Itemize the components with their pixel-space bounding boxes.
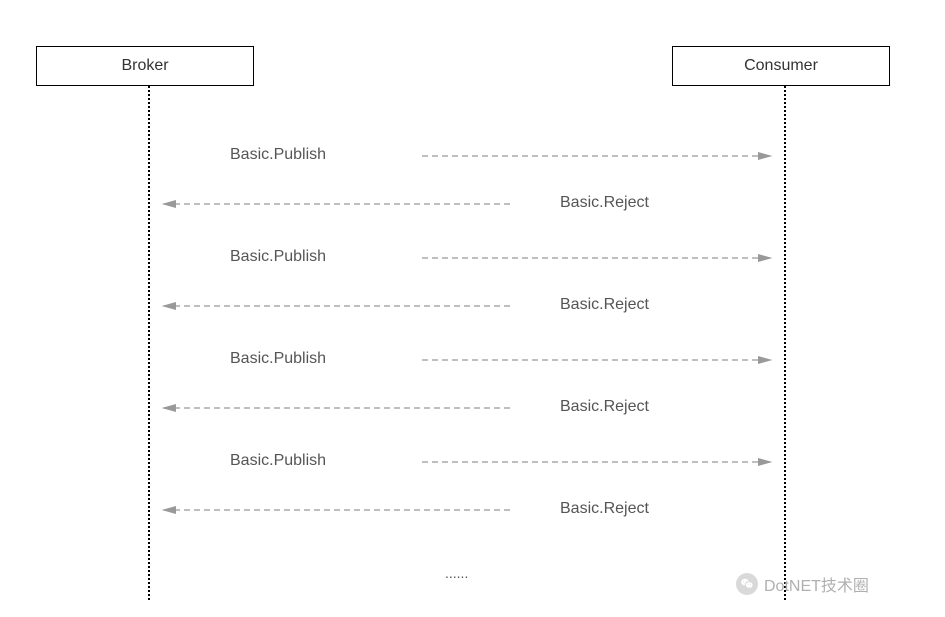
msg-reject-label: Basic.Reject [560, 194, 649, 212]
participant-consumer: Consumer [672, 46, 890, 86]
arrow-right-icon [410, 452, 782, 472]
arrow-right-icon [410, 248, 782, 268]
watermark: DotNET技术圈 [736, 572, 869, 596]
msg-reject-label: Basic.Reject [560, 398, 649, 416]
participant-consumer-label: Consumer [744, 57, 818, 75]
wechat-icon-svg [740, 577, 754, 591]
participant-broker: Broker [36, 46, 254, 86]
arrow-left-icon [152, 500, 522, 520]
arrow-right-icon [410, 350, 782, 370]
msg-reject-label: Basic.Reject [560, 296, 649, 314]
msg-reject-label: Basic.Reject [560, 500, 649, 518]
participant-broker-label: Broker [121, 57, 168, 75]
ellipsis-label: ...... [445, 565, 468, 581]
msg-publish-label: Basic.Publish [230, 452, 326, 470]
wechat-icon [736, 573, 758, 595]
ellipsis-text: ...... [445, 565, 468, 581]
arrow-left-icon [152, 194, 522, 214]
arrow-left-icon [152, 398, 522, 418]
msg-publish-label: Basic.Publish [230, 248, 326, 266]
watermark-text: DotNET技术圈 [764, 572, 869, 596]
lifeline-broker [148, 86, 150, 600]
msg-publish-label: Basic.Publish [230, 146, 326, 164]
arrow-left-icon [152, 296, 522, 316]
arrow-right-icon [410, 146, 782, 166]
msg-publish-label: Basic.Publish [230, 350, 326, 368]
lifeline-consumer [784, 86, 786, 600]
